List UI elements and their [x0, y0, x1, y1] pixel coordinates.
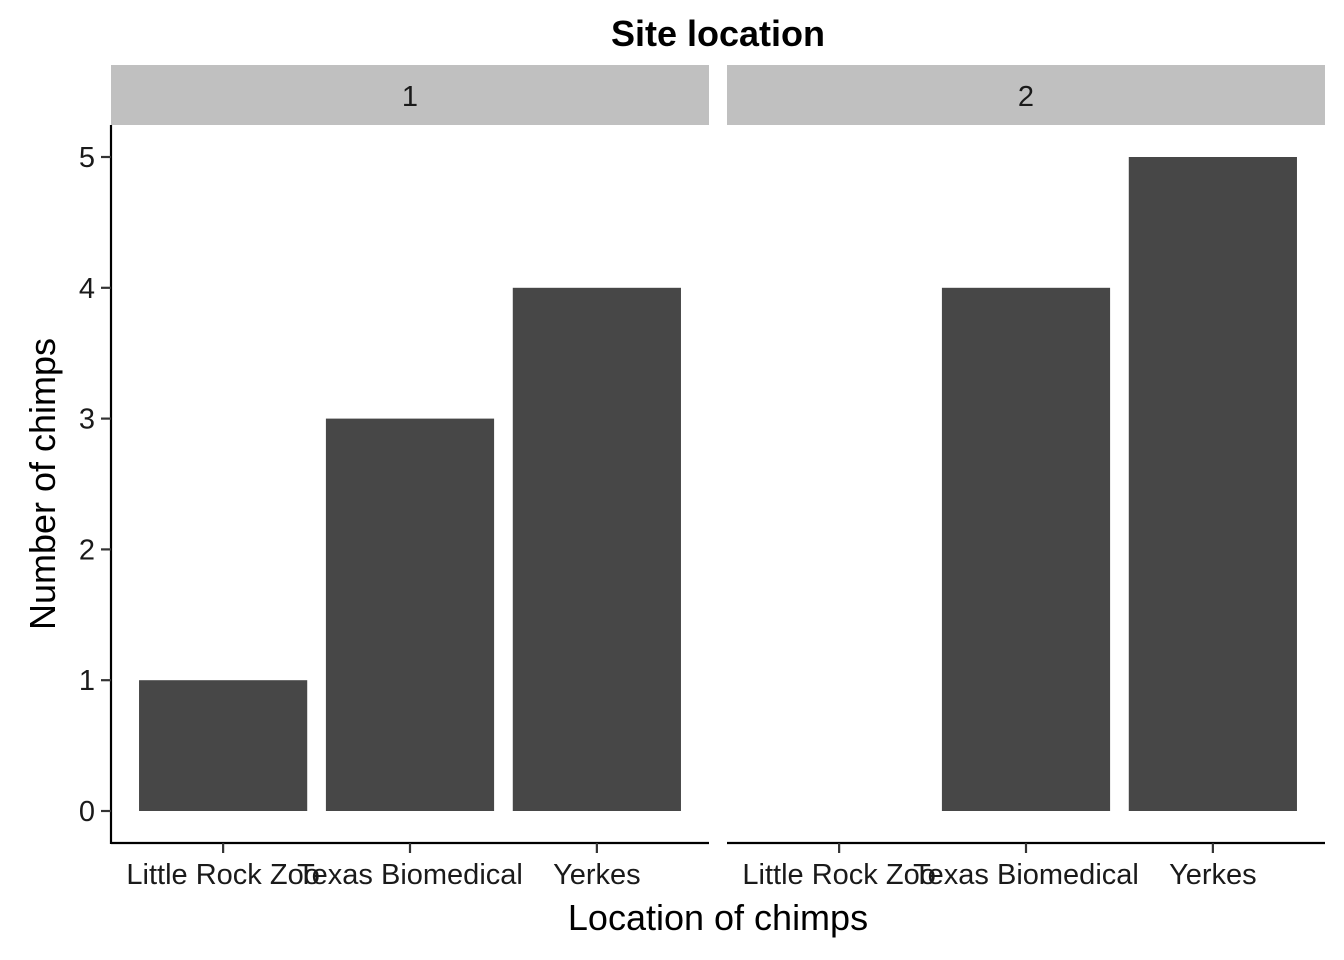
x-tick-label: Yerkes	[1169, 859, 1257, 891]
x-tick-label: Texas Biomedical	[913, 859, 1139, 891]
y-tick-label: 3	[79, 404, 95, 436]
x-tick-label: Yerkes	[553, 859, 641, 891]
y-tick-label: 2	[79, 534, 95, 566]
facet-strip-label: 1	[402, 81, 418, 113]
x-tick-label: Texas Biomedical	[297, 859, 523, 891]
y-tick-label: 1	[79, 665, 95, 697]
y-tick-label: 0	[79, 796, 95, 828]
bar	[512, 287, 681, 811]
bar	[325, 418, 495, 811]
bar	[1128, 157, 1297, 811]
x-tick-label: Little Rock Zoo	[126, 859, 319, 891]
y-tick-label: 4	[79, 273, 95, 305]
x-axis-title: Location of chimps	[568, 897, 868, 938]
facet-strip-2	[727, 65, 1325, 125]
facet-strip-1	[111, 65, 709, 125]
facet-strip-label: 2	[1018, 81, 1034, 113]
x-tick-label: Little Rock Zoo	[742, 859, 935, 891]
bar	[139, 680, 308, 811]
y-tick-label: 5	[79, 142, 95, 174]
y-axis-title: Number of chimps	[22, 338, 63, 630]
bar	[941, 287, 1111, 811]
chart-title: Site location	[611, 13, 825, 54]
